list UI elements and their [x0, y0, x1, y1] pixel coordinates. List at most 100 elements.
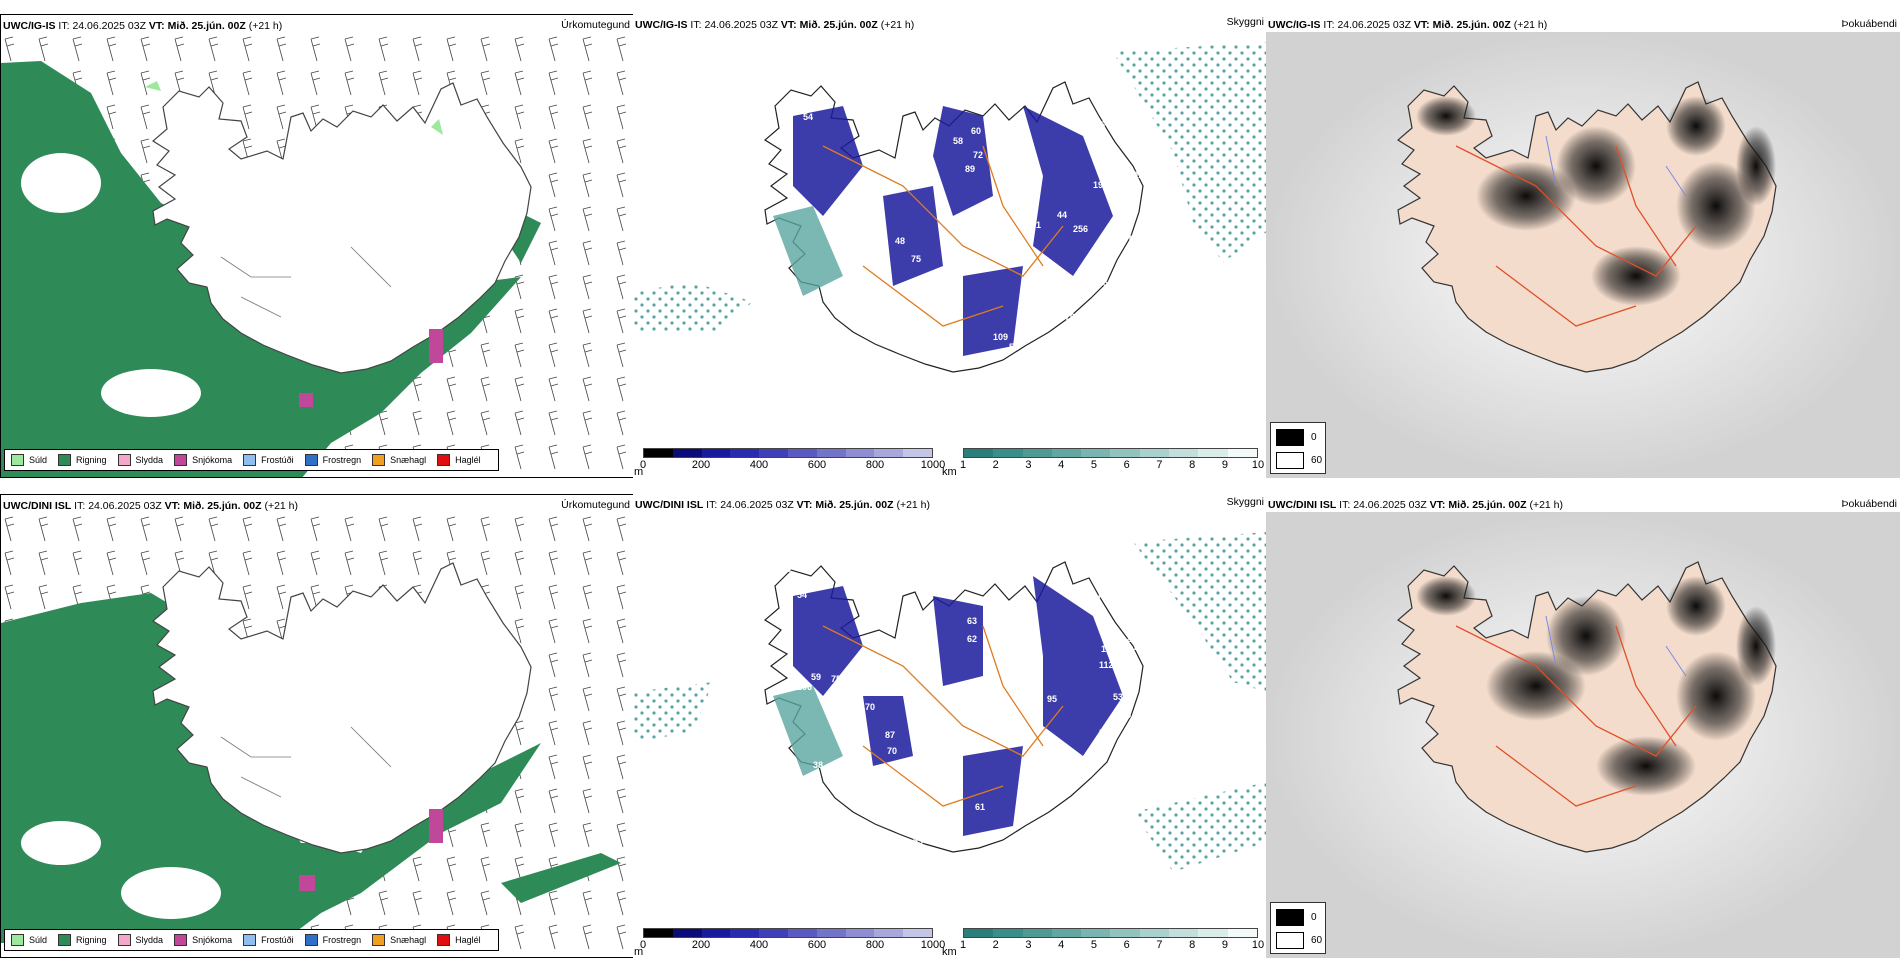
- label-value: 87: [885, 730, 895, 740]
- legend-item: Snæhagl: [372, 934, 426, 946]
- label-value: 47: [953, 360, 963, 370]
- panel-header: UWC/DINI ISL IT: 24.06.2025 03Z VT: Mið.…: [3, 500, 299, 512]
- precip-type-legend: Súld Rigning Slydda Snjókoma Frostúði Fr…: [4, 449, 499, 471]
- cloud-base-labels: 36 49 54 52 67 65 68 57 63 62 80 78 59 7…: [729, 564, 1149, 884]
- label-value: 40: [939, 836, 949, 846]
- precip-map: [1, 513, 633, 957]
- cloud-base-map: 66 37 53 54 60 76 57 43 75 60 58 60 89 7…: [633, 42, 1267, 406]
- label-value: 44: [1057, 210, 1067, 220]
- legend-item: Slydda: [117, 454, 163, 466]
- label-value: 45: [829, 294, 839, 304]
- precip-panel-row2: UWC/DINI ISL IT: 24.06.2025 03Z VT: Mið.…: [0, 494, 634, 958]
- label-value: 82: [951, 690, 961, 700]
- legend-item: Rigning: [58, 454, 107, 466]
- label-value: 66: [745, 64, 755, 74]
- label-value: 70: [865, 702, 875, 712]
- label-value: 51: [1031, 220, 1041, 230]
- label-value: 54: [1009, 342, 1019, 352]
- panel-type-label: Úrkomutegund: [561, 499, 630, 511]
- fog-map: [1266, 512, 1900, 958]
- label-value: 53: [783, 112, 793, 122]
- cloud-panel-row2: UWC/DINI ISL IT: 24.06.2025 03Z VT: Mið.…: [633, 494, 1267, 958]
- label-value: 54: [1093, 744, 1103, 754]
- label-value: 54: [797, 590, 807, 600]
- fog-map: [1266, 32, 1900, 478]
- label-value: 58: [915, 850, 925, 860]
- label-value: 49: [777, 586, 787, 596]
- label-value: 62: [925, 356, 935, 366]
- label-value: 62: [967, 634, 977, 644]
- label-value: 89: [965, 164, 975, 174]
- legend-item: Frostúði: [243, 454, 294, 466]
- label-value: 76: [1079, 82, 1089, 92]
- fog-panel-row2: UWC/DINI ISL IT: 24.06.2025 03Z VT: Mið.…: [1266, 494, 1900, 958]
- label-value: 50: [1103, 278, 1113, 288]
- cloud-base-scale: 0 200 400 600 800 1000: [640, 448, 945, 478]
- precip-panel-row1: UWC/IG-IS IT: 24.06.2025 03Z VT: Mið. 25…: [0, 14, 634, 478]
- panel-header: UWC/IG-IS IT: 24.06.2025 03Z VT: Mið. 25…: [635, 19, 915, 31]
- label-value: 75: [1095, 120, 1105, 130]
- label-value: 37: [775, 82, 785, 92]
- cloud-base-scale: 0 200 400 600 800 1000: [640, 928, 945, 958]
- legend-item: Haglél: [437, 454, 481, 466]
- label-value: 61: [975, 802, 985, 812]
- label-value: 191: [1093, 180, 1108, 190]
- label-value: 78: [989, 708, 999, 718]
- visibility-unit: km: [942, 946, 957, 958]
- label-value: 80: [1127, 634, 1137, 644]
- label-value: 60: [1099, 134, 1109, 144]
- panel-type-label: Skyggni: [1226, 16, 1264, 28]
- cloud-base-map: 36 49 54 52 67 65 68 57 63 62 80 78 59 7…: [633, 532, 1267, 884]
- fog-panel-row1: UWC/IG-IS IT: 24.06.2025 03Z VT: Mið. 25…: [1266, 14, 1900, 478]
- label-value: 54: [803, 112, 813, 122]
- label-value: 69: [1129, 234, 1139, 244]
- legend-item: Snjókoma: [174, 454, 232, 466]
- cloud-base-labels: 66 37 53 54 60 76 57 43 75 60 58 60 89 7…: [729, 64, 1143, 406]
- precip-type-legend: Súld Rigning Slydda Snjókoma Frostúði Fr…: [4, 929, 499, 951]
- label-value: 43: [1123, 114, 1133, 124]
- label-value: 57: [1103, 76, 1113, 86]
- label-value: 78: [1133, 642, 1143, 652]
- label-value: 109: [769, 750, 784, 760]
- precip-map: [1, 33, 633, 477]
- panel-header: UWC/DINI ISL IT: 24.06.2025 03Z VT: Mið.…: [635, 499, 931, 511]
- label-value: 32: [943, 874, 953, 884]
- label-value: 101: [973, 738, 988, 748]
- legend-item: Slydda: [117, 934, 163, 946]
- legend-item: Frostregn: [304, 934, 361, 946]
- label-value: 55: [1121, 710, 1131, 720]
- legend-item: Snjókoma: [174, 934, 232, 946]
- label-value: 47: [877, 242, 887, 252]
- label-value: 67: [1091, 594, 1101, 604]
- label-value: 76: [1065, 312, 1075, 322]
- label-value: 206: [797, 682, 812, 692]
- label-value: 75: [831, 674, 841, 684]
- label-value: 800: [877, 382, 892, 392]
- label-value: 74: [849, 212, 859, 222]
- fog-legend: 0 60: [1270, 902, 1326, 954]
- cloud-panel-row1: UWC/IG-IS IT: 24.06.2025 03Z VT: Mið. 25…: [633, 14, 1267, 478]
- panel-type-label: Úrkomutegund: [561, 19, 630, 31]
- label-value: 66: [833, 206, 843, 216]
- label-value: 74: [1007, 166, 1017, 176]
- panel-header: UWC/DINI ISL IT: 24.06.2025 03Z VT: Mið.…: [1268, 499, 1564, 511]
- legend-item: Frostregn: [304, 454, 361, 466]
- panel-type-label: Þokuábendi: [1841, 498, 1897, 510]
- label-value: 60: [971, 126, 981, 136]
- label-value: 80: [865, 192, 875, 202]
- label-value: 70: [887, 746, 897, 756]
- label-value: 109: [993, 332, 1008, 342]
- label-value: 65: [1123, 586, 1133, 596]
- label-value: 93: [1119, 664, 1129, 674]
- label-value: 82: [1033, 714, 1043, 724]
- label-value: 72: [973, 150, 983, 160]
- panel-header: UWC/IG-IS IT: 24.06.2025 03Z VT: Mið. 25…: [3, 20, 283, 32]
- label-value: 50: [1111, 292, 1121, 302]
- fog-legend: 0 60: [1270, 422, 1326, 474]
- label-value: 256: [1073, 224, 1088, 234]
- panel-type-label: Skyggni: [1226, 496, 1264, 508]
- label-value: 52: [729, 600, 739, 610]
- panel-header: UWC/IG-IS IT: 24.06.2025 03Z VT: Mið. 25…: [1268, 19, 1548, 31]
- label-value: 75: [911, 254, 921, 264]
- label-value: 57: [1139, 608, 1149, 618]
